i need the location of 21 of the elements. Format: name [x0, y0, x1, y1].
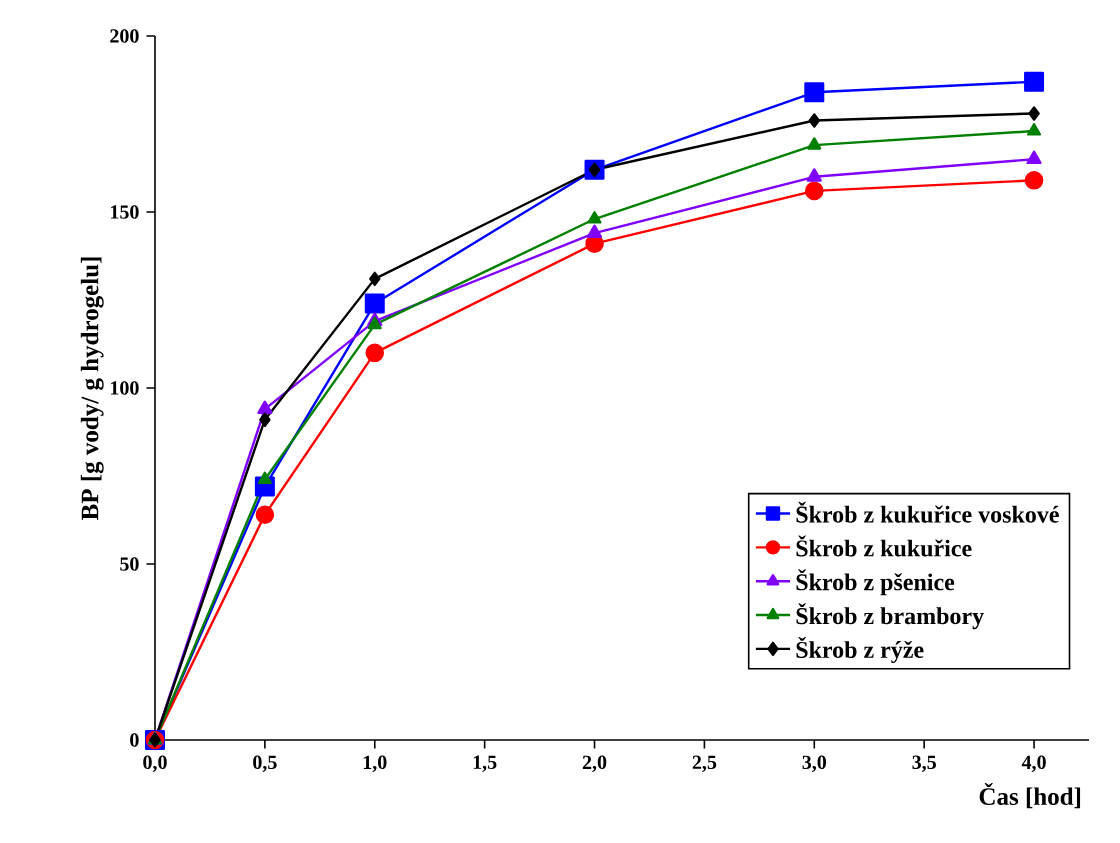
x-tick-label: 1,5	[473, 755, 497, 772]
x-tick-label: 1,0	[363, 755, 387, 773]
x-tick-label: 2,0	[582, 755, 607, 773]
y-tick-label: 200	[110, 29, 139, 43]
x-tick-label: 3,0	[802, 755, 827, 773]
x-tick-label: 2,5	[692, 755, 717, 772]
y-tick-label: 0	[130, 733, 139, 747]
y-tick-label: 150	[111, 205, 139, 219]
x-axis-title: Čas [hod]	[979, 783, 1081, 809]
x-tick-label: 0,5	[253, 755, 277, 773]
y-axis-title: BP [g vody/ g hydrogelu]	[80, 257, 104, 521]
legend-label: Škrob z kukuřice voskové	[796, 501, 1059, 523]
legend-label: Škrob z rýže	[796, 636, 924, 663]
x-tick-label: 3,5	[912, 755, 936, 772]
legend-label: Škrob z kukuřice	[796, 535, 972, 557]
y-tick-label: 50	[120, 557, 139, 571]
x-tick-label: 0,0	[143, 755, 167, 773]
y-tick-label: 100	[111, 381, 139, 395]
legend-label: Škrob z brambory	[796, 603, 984, 630]
legend-label: Škrob z pšenice	[796, 569, 955, 596]
x-tick-label: 4,0	[1021, 755, 1046, 773]
